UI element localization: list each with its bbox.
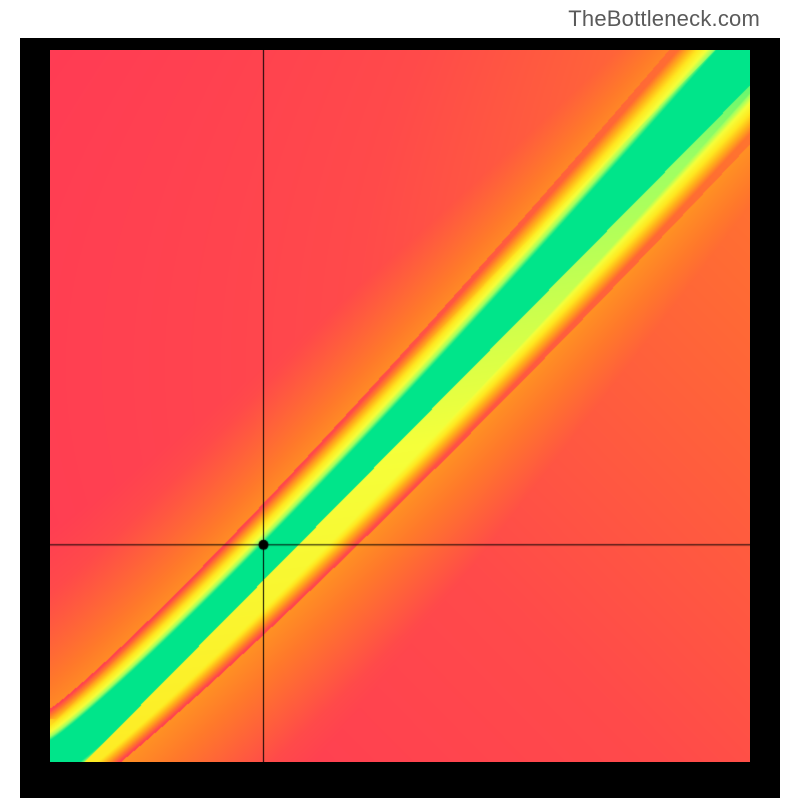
plot-area — [50, 50, 750, 762]
chart-container: TheBottleneck.com — [0, 0, 800, 800]
attribution-label: TheBottleneck.com — [568, 6, 760, 32]
plot-frame — [20, 38, 780, 798]
heatmap-canvas — [50, 50, 750, 762]
